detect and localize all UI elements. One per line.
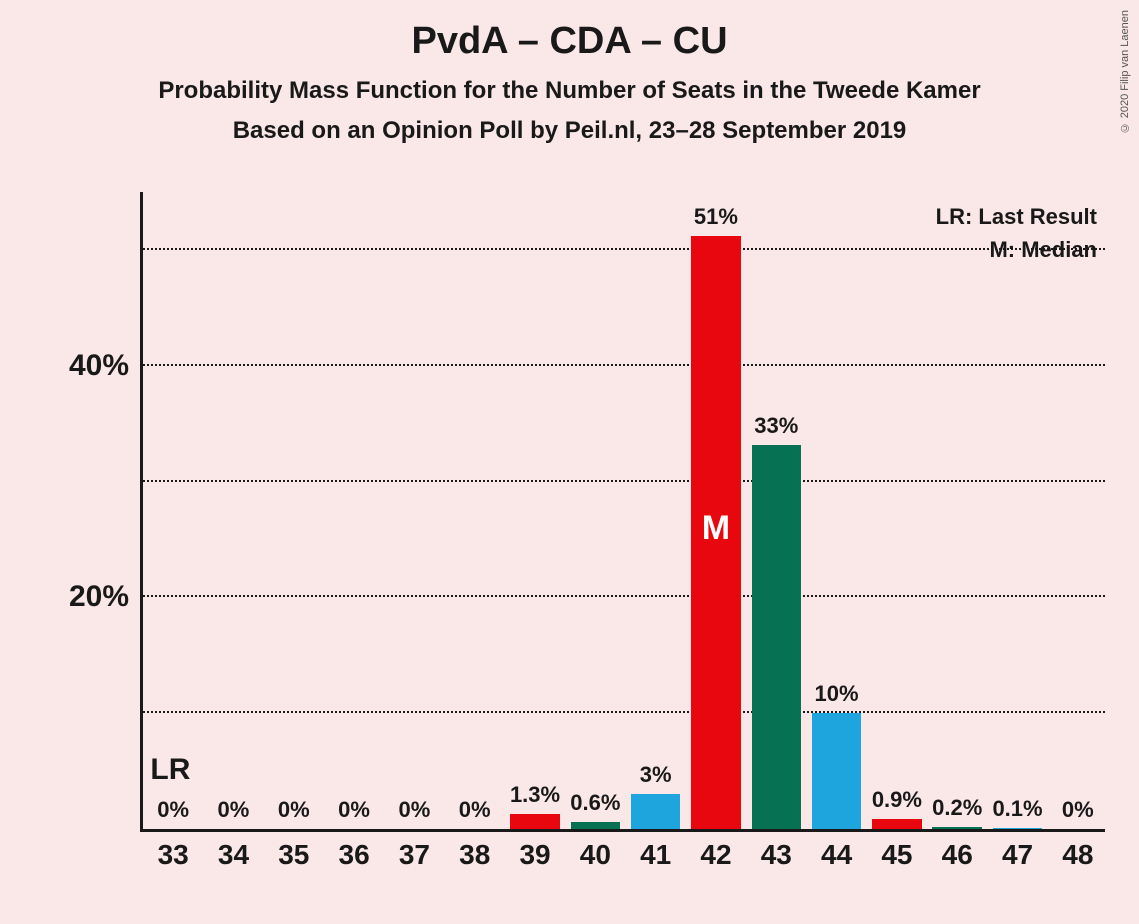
bar-value-label: 51% bbox=[694, 204, 738, 230]
x-axis-tick-label: 41 bbox=[640, 839, 671, 871]
copyright-text: © 2020 Filip van Laenen bbox=[1119, 10, 1131, 133]
bar: 10% bbox=[812, 713, 861, 829]
bar-value-label: 0% bbox=[338, 797, 370, 823]
bar-value-label: 0% bbox=[157, 797, 189, 823]
chart-title: PvdA – CDA – CU bbox=[0, 0, 1139, 63]
x-axis-tick-label: 36 bbox=[339, 839, 370, 871]
chart-area: LR: Last Result M: Median 20%40%0%LR330%… bbox=[140, 192, 1105, 832]
bar-value-label: 0.6% bbox=[570, 790, 620, 816]
x-axis-tick-label: 39 bbox=[519, 839, 550, 871]
legend: LR: Last Result M: Median bbox=[936, 200, 1097, 266]
x-axis-tick-label: 42 bbox=[700, 839, 731, 871]
gridline bbox=[143, 364, 1105, 366]
bar: 1.3% bbox=[510, 814, 559, 829]
chart-subtitle-1: Probability Mass Function for the Number… bbox=[0, 77, 1139, 105]
bar-value-label: 0.1% bbox=[992, 796, 1042, 822]
x-axis-tick-label: 44 bbox=[821, 839, 852, 871]
gridline bbox=[143, 595, 1105, 597]
bar-value-label: 1.3% bbox=[510, 782, 560, 808]
bar-value-label: 0% bbox=[218, 797, 250, 823]
last-result-marker: LR bbox=[150, 753, 190, 787]
bar-value-label: 33% bbox=[754, 413, 798, 439]
legend-lr: LR: Last Result bbox=[936, 200, 1097, 233]
bar: 0.9% bbox=[872, 819, 921, 829]
x-axis-tick-label: 40 bbox=[580, 839, 611, 871]
x-axis-tick-label: 48 bbox=[1062, 839, 1093, 871]
bar: 0.2% bbox=[932, 827, 981, 829]
gridline bbox=[143, 711, 1105, 713]
y-axis-tick-label: 40% bbox=[69, 349, 143, 383]
x-axis-tick-label: 45 bbox=[881, 839, 912, 871]
bar-value-label: 0.2% bbox=[932, 795, 982, 821]
y-axis-tick-label: 20% bbox=[69, 580, 143, 614]
median-marker: M bbox=[702, 509, 730, 548]
x-axis-tick-label: 33 bbox=[158, 839, 189, 871]
x-axis-tick-label: 35 bbox=[278, 839, 309, 871]
x-axis-tick-label: 46 bbox=[942, 839, 973, 871]
x-axis-tick-label: 43 bbox=[761, 839, 792, 871]
bar-value-label: 0.9% bbox=[872, 787, 922, 813]
bar-value-label: 0% bbox=[459, 797, 491, 823]
x-axis-tick-label: 37 bbox=[399, 839, 430, 871]
x-axis-tick-label: 38 bbox=[459, 839, 490, 871]
chart-subtitle-2: Based on an Opinion Poll by Peil.nl, 23–… bbox=[0, 117, 1139, 145]
bar-value-label: 0% bbox=[1062, 797, 1094, 823]
bar: 3% bbox=[631, 794, 680, 829]
bar-value-label: 0% bbox=[278, 797, 310, 823]
bar-value-label: 0% bbox=[398, 797, 430, 823]
gridline bbox=[143, 480, 1105, 482]
bar: 33% bbox=[752, 445, 801, 829]
bar: 0.6% bbox=[571, 822, 620, 829]
bar-value-label: 10% bbox=[815, 681, 859, 707]
x-axis-tick-label: 47 bbox=[1002, 839, 1033, 871]
bar-value-label: 3% bbox=[640, 762, 672, 788]
bar: 51%M bbox=[691, 236, 740, 829]
x-axis-tick-label: 34 bbox=[218, 839, 249, 871]
bar: 0.1% bbox=[993, 828, 1042, 829]
plot-area: LR: Last Result M: Median 20%40%0%LR330%… bbox=[140, 192, 1105, 832]
gridline bbox=[143, 248, 1105, 250]
